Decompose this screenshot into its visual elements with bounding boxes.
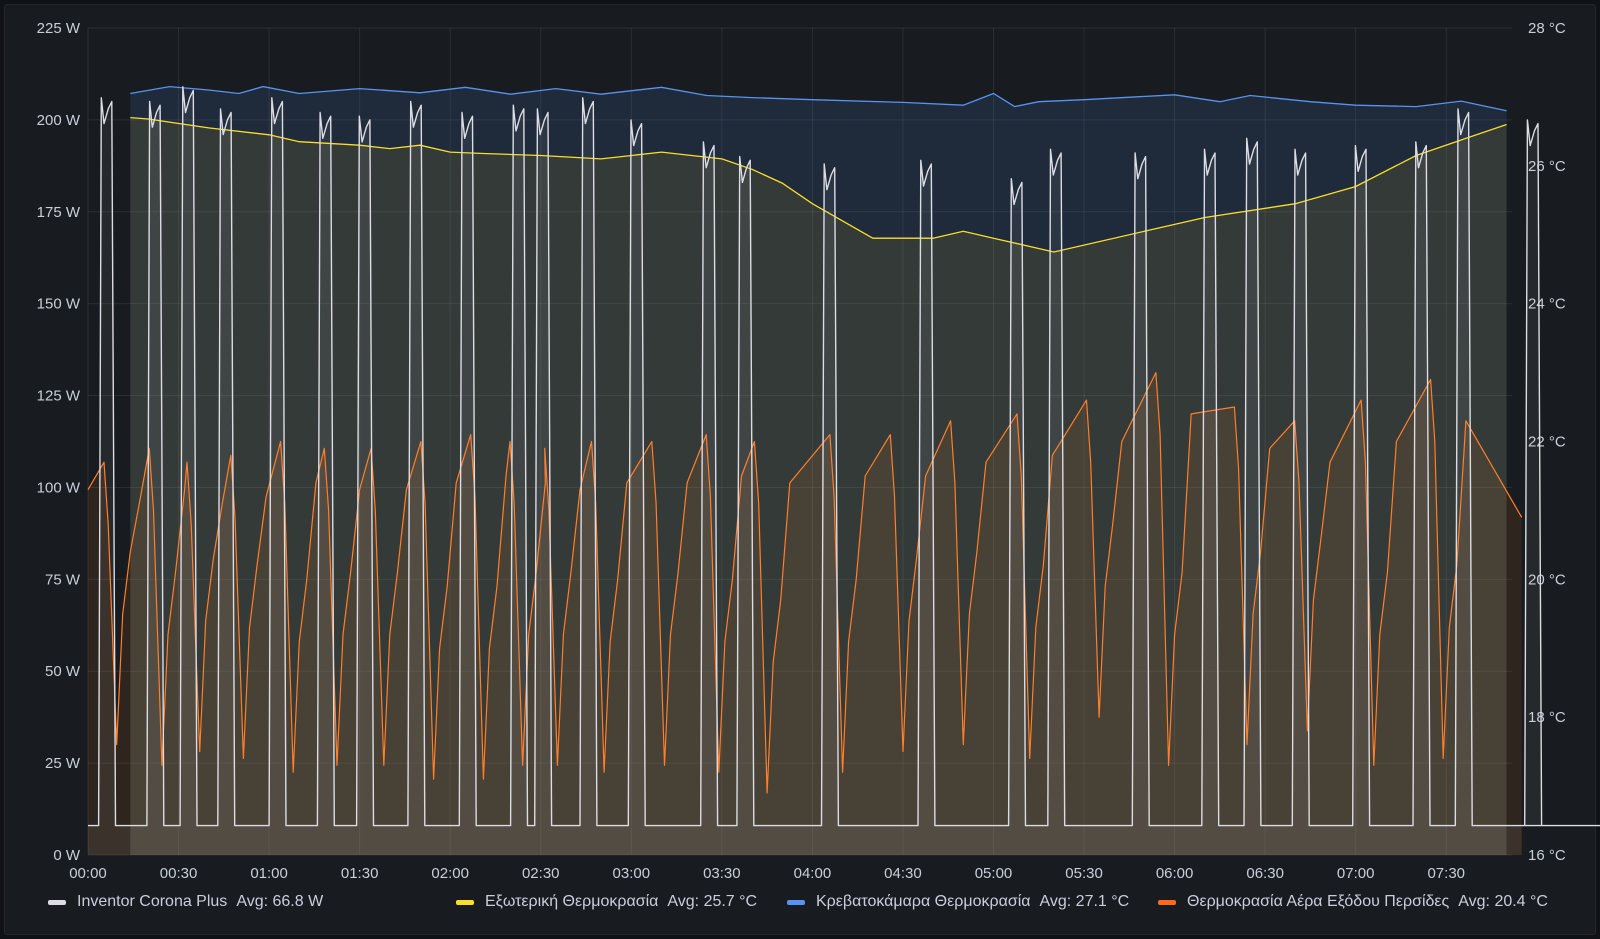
legend-swatch-inventor xyxy=(48,899,66,905)
x-tick-label: 01:30 xyxy=(341,865,379,882)
x-tick-label: 07:30 xyxy=(1427,865,1465,882)
y-right-tick-label: 26 °C xyxy=(1528,158,1566,175)
y-left-tick-label: 175 W xyxy=(37,204,81,221)
x-tick-label: 03:30 xyxy=(703,865,741,882)
y-right-tick-label: 16 °C xyxy=(1528,847,1566,864)
legend-avg-vent-air-temp: Avg: 20.4 °C xyxy=(1458,893,1548,910)
y-left-tick-label: 75 W xyxy=(45,571,81,588)
time-series-chart: 0 W 25 W 50 W 75 W 100 W 125 W 150 W 175 W 200 W… xyxy=(37,20,1600,882)
legend-item-bedroom-temp[interactable]: Κρεβατοκάμαρα Θερμοκρασία Avg: 27.1 °C xyxy=(787,893,1129,911)
x-tick-label: 07:00 xyxy=(1337,865,1375,882)
legend-swatch-vent-air-temp xyxy=(1158,899,1176,905)
bedroom-temp-area xyxy=(130,86,1507,856)
legend-label-bedroom-temp: Κρεβατοκάμαρα Θερμοκρασία xyxy=(816,893,1031,910)
y-left-tick-label: 225 W xyxy=(37,20,81,37)
x-tick-label: 04:00 xyxy=(794,865,832,882)
y-right-tick-label: 20 °C xyxy=(1528,571,1566,588)
y-right-tick-label: 24 °C xyxy=(1528,296,1566,313)
y-right-tick-label: 28 °C xyxy=(1528,20,1566,37)
y-left-tick-label: 25 W xyxy=(45,755,81,772)
y-right-tick-label: 18 °C xyxy=(1528,709,1566,726)
y-left-tick-label: 100 W xyxy=(37,479,81,496)
legend-item-outdoor-temp[interactable]: Εξωτερική Θερμοκρασία Avg: 25.7 °C xyxy=(456,893,757,911)
vent-air-temp-area xyxy=(88,372,1522,855)
y-left-tick-label: 200 W xyxy=(37,112,81,129)
legend-item-vent-air-temp[interactable]: Θερμοκρασία Αέρα Εξόδου Περσίδες Avg: 20… xyxy=(1158,893,1548,911)
legend-avg-inventor: Avg: 66.8 W xyxy=(236,893,324,910)
x-tick-label: 05:30 xyxy=(1065,865,1103,882)
outdoor-temp-area xyxy=(130,117,1507,856)
x-tick-label: 04:30 xyxy=(884,865,922,882)
y-left-tick-label: 125 W xyxy=(37,388,81,405)
x-tick-label: 06:30 xyxy=(1246,865,1284,882)
y-left-tick-label: 0 W xyxy=(53,847,81,864)
x-tick-label: 01:00 xyxy=(250,865,288,882)
legend-label-vent-air-temp: Θερμοκρασία Αέρα Εξόδου Περσίδες xyxy=(1187,893,1450,910)
legend-item-inventor[interactable]: Inventor Corona Plus Avg: 66.8 W xyxy=(48,893,323,911)
x-tick-label: 00:00 xyxy=(69,865,107,882)
x-tick-label: 00:30 xyxy=(160,865,198,882)
legend-avg-outdoor-temp: Avg: 25.7 °C xyxy=(667,893,758,910)
legend-label-outdoor-temp: Εξωτερική Θερμοκρασία xyxy=(485,893,659,910)
x-tick-label: 02:30 xyxy=(522,865,560,882)
x-tick-label: 05:00 xyxy=(975,865,1013,882)
bedroom-temp-line xyxy=(130,85,1507,112)
legend-swatch-bedroom-temp xyxy=(787,899,805,905)
x-tick-label: 06:00 xyxy=(1156,865,1194,882)
x-tick-label: 02:00 xyxy=(431,865,469,882)
x-tick-label: 03:00 xyxy=(613,865,651,882)
vent-air-temp-line xyxy=(87,372,1523,794)
inventor-power-line xyxy=(88,86,1600,827)
chart-legend: Inventor Corona Plus Avg: 66.8 W Εξωτερι… xyxy=(0,893,1600,917)
y-left-tick-label: 50 W xyxy=(45,663,81,680)
inventor-area xyxy=(88,86,1600,855)
legend-avg-bedroom-temp: Avg: 27.1 °C xyxy=(1039,893,1130,910)
legend-label-inventor: Inventor Corona Plus xyxy=(77,893,228,910)
y-left-tick-label: 150 W xyxy=(37,296,81,313)
legend-swatch-outdoor-temp xyxy=(456,899,474,905)
y-right-tick-label: 22 °C xyxy=(1528,434,1566,451)
outdoor-temp-line xyxy=(130,116,1507,253)
